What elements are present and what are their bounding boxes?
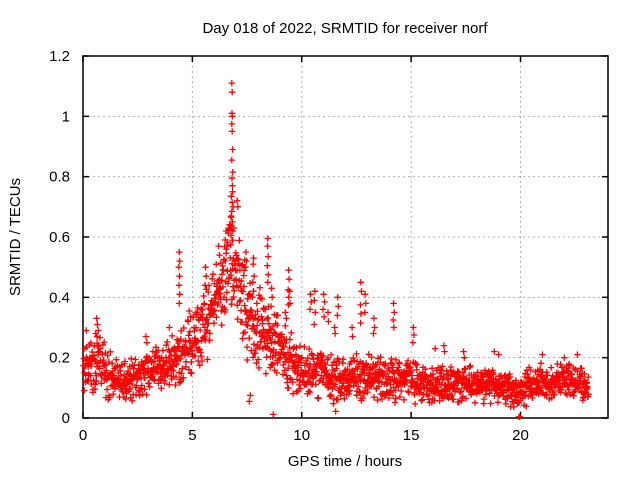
y-tick-label: 0.6 [49,229,70,246]
scatter-points [80,79,592,420]
x-tick-label: 15 [403,427,420,444]
y-tick-label: 0.2 [49,350,70,367]
y-tick-label: 0.8 [49,169,70,186]
x-tick-label: 20 [512,427,529,444]
y-tick-label: 0.4 [49,289,70,306]
x-axis-label: GPS time / hours [288,453,402,470]
y-axis-label: SRMTID / TECUs [7,178,24,296]
tick-labels: 0 5 10 15 20 0 0.2 0.4 0.6 0.8 1 1.2 [49,48,529,444]
y-tick-label: 0 [62,410,70,427]
x-tick-label: 0 [79,427,87,444]
x-tick-label: 10 [293,427,310,444]
y-tick-label: 1 [62,108,70,125]
chart-title: Day 018 of 2022, SRMTID for receiver nor… [202,20,488,37]
plot-border [82,55,609,419]
y-tick-label: 1.2 [49,48,70,65]
x-tick-label: 5 [188,427,196,444]
